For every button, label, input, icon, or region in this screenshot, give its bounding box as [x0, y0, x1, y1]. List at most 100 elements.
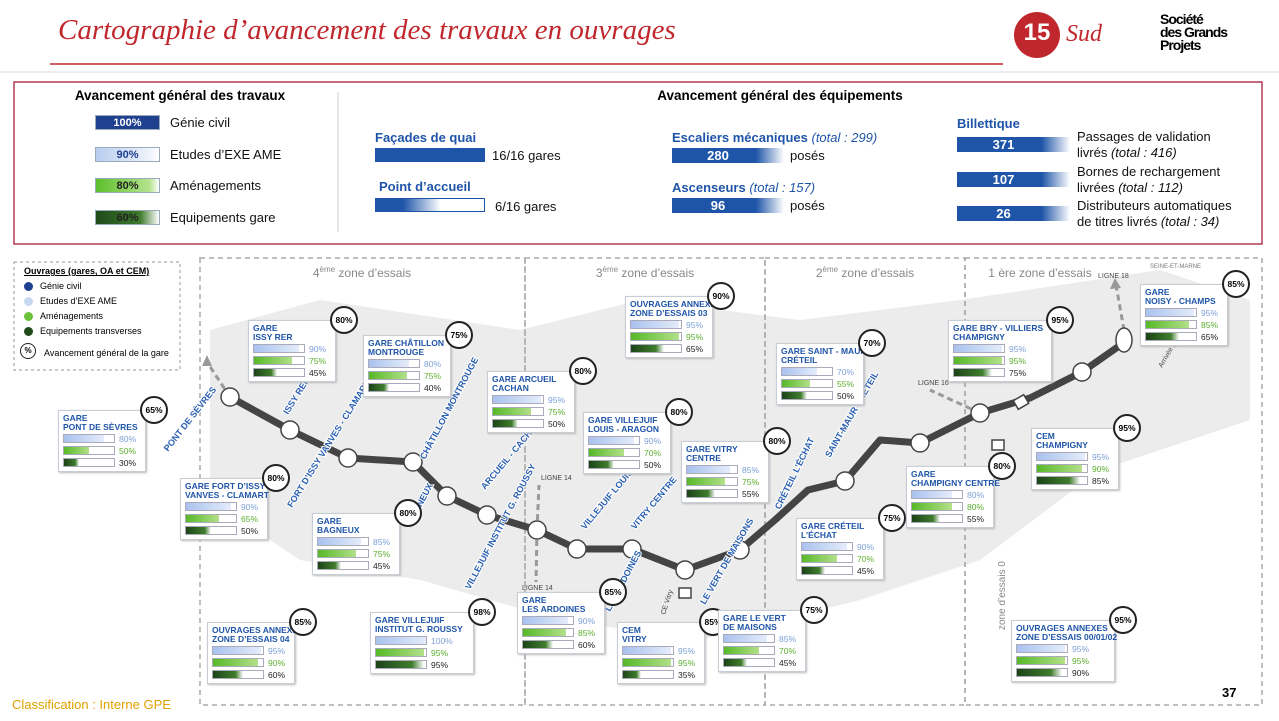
progress-value: 50%	[548, 418, 566, 429]
progress-fill	[64, 435, 104, 442]
progress-value: 85%	[742, 464, 760, 475]
progress-track	[63, 458, 115, 467]
station-name: OUVRAGES ANNEXES	[1016, 623, 1108, 633]
station-card: GARE NOISY - CHAMPS 95% 85% 65%	[1140, 284, 1228, 346]
progress-fill	[318, 562, 341, 569]
progress-fill	[623, 659, 671, 666]
progress-track	[781, 391, 833, 400]
station-name: VANVES - CLAMART	[185, 490, 269, 500]
ascenseurs-total: (total : 157)	[749, 180, 816, 195]
facades-value: 16/16 gares	[492, 148, 561, 163]
arrow	[1110, 278, 1121, 289]
progress-track	[1016, 656, 1068, 665]
progress-value: 75%	[742, 476, 760, 487]
progress-fill	[589, 449, 624, 456]
progress-row: 55%	[781, 378, 859, 389]
progress-value: 90%	[268, 657, 286, 668]
progress-value: 95%	[678, 645, 696, 656]
progress-value: 40%	[424, 382, 442, 393]
connection	[205, 361, 232, 398]
progress-row: 50%	[781, 390, 859, 401]
progress-value: 75%	[1009, 367, 1027, 378]
station-card: OUVRAGES ANNEXES ZONE D’ESSAIS 04 95% 90% 60…	[207, 622, 304, 684]
escaliers-value: 280	[672, 148, 784, 163]
station-card: GARE FORT D’ISSY VANVES - CLAMART 90% 65% 50…	[180, 478, 269, 540]
progress-fill	[802, 543, 847, 550]
progress-fill	[954, 357, 1002, 364]
stations-nodes	[220, 327, 1133, 599]
progress-track	[781, 367, 833, 376]
zone-label: 1 ère zone d’essais	[960, 265, 1120, 280]
progress-track	[1016, 668, 1068, 677]
progress-value: 50%	[644, 459, 662, 470]
progress-fill	[186, 515, 219, 522]
progress-row: 95%	[212, 645, 290, 656]
progress-fill	[782, 368, 817, 375]
progress-fill	[954, 345, 1002, 352]
progress-fill	[687, 466, 730, 473]
progress-fill	[1017, 669, 1062, 676]
progress-row: 85%	[317, 536, 395, 547]
progress-fill	[213, 671, 243, 678]
progress-row: 95%	[953, 343, 1047, 354]
progress-row: 95%	[1016, 655, 1110, 666]
legend-dot	[24, 297, 33, 306]
station-card: GARE VILLEJUIF INSTITUT G. ROUSSY 100% 95% 9…	[370, 612, 474, 674]
progress-value: 55%	[742, 488, 760, 499]
progress-track	[368, 383, 420, 392]
station-name: CHAMPIGNY	[1036, 440, 1088, 450]
zone-sup: ème	[319, 265, 336, 274]
progress-value: 85%	[1201, 319, 1219, 330]
progress-fill	[213, 647, 261, 654]
progress-value: 90%	[1072, 667, 1090, 678]
progress-fill	[623, 671, 641, 678]
progress-fill	[493, 420, 518, 427]
progress-value: 45%	[309, 367, 327, 378]
progress-track	[588, 448, 640, 457]
station-name: VITRY	[622, 634, 647, 644]
progress-track	[375, 648, 427, 657]
progress-badge: 60%	[95, 209, 160, 225]
progress-fill	[1037, 477, 1080, 484]
progress-row: 90%	[1016, 667, 1110, 678]
progress-row: 90%	[212, 657, 290, 668]
facades-bar	[375, 148, 485, 162]
progress-track	[686, 465, 738, 474]
station-card: GARE LES ARDOINES 90% 85% 60%	[517, 592, 605, 654]
progress-value: 75%	[424, 370, 442, 381]
zone-text: zone d’essais	[618, 266, 695, 280]
station-overall: 80%	[330, 306, 358, 334]
progress-row: 90%	[588, 435, 666, 446]
node	[1115, 327, 1133, 353]
progress-value: 95%	[548, 394, 566, 405]
station-name: GARE	[63, 413, 88, 423]
progress-row: 80%	[911, 489, 989, 500]
progress-badge: 80%	[95, 178, 160, 193]
progress-track	[1036, 452, 1088, 461]
map-label: LIGNE 14	[541, 475, 572, 482]
progress-fill	[802, 567, 825, 574]
progress-fill	[254, 357, 292, 364]
zone-label: 4ème zone d’essais	[282, 265, 442, 280]
progress-row: 75%	[953, 367, 1047, 378]
line-logo	[1014, 12, 1060, 58]
logo-line: des Grands	[1160, 24, 1228, 40]
station-overall: 98%	[468, 598, 496, 626]
node	[730, 540, 750, 560]
progress-fill	[1146, 321, 1189, 328]
progress-row: 100%	[375, 635, 469, 646]
progress-fill	[369, 384, 389, 391]
billettique-total: (total : 34)	[1160, 214, 1220, 229]
zone-text: zone d’essais	[335, 266, 412, 280]
progress-track	[911, 490, 963, 499]
station-name: GARE	[911, 469, 936, 479]
node	[835, 471, 855, 491]
progress-value: 95%	[1009, 343, 1027, 354]
ascenseurs-name: Ascenseurs	[672, 180, 746, 195]
station-name: CHAMPIGNY	[953, 332, 1005, 342]
billettique-value: 371	[957, 137, 1070, 152]
progress-value: 85%	[578, 627, 596, 638]
progress-row: 80%	[911, 501, 989, 512]
progress-row: 95%	[492, 394, 570, 405]
progress-row: 90%	[522, 615, 600, 626]
